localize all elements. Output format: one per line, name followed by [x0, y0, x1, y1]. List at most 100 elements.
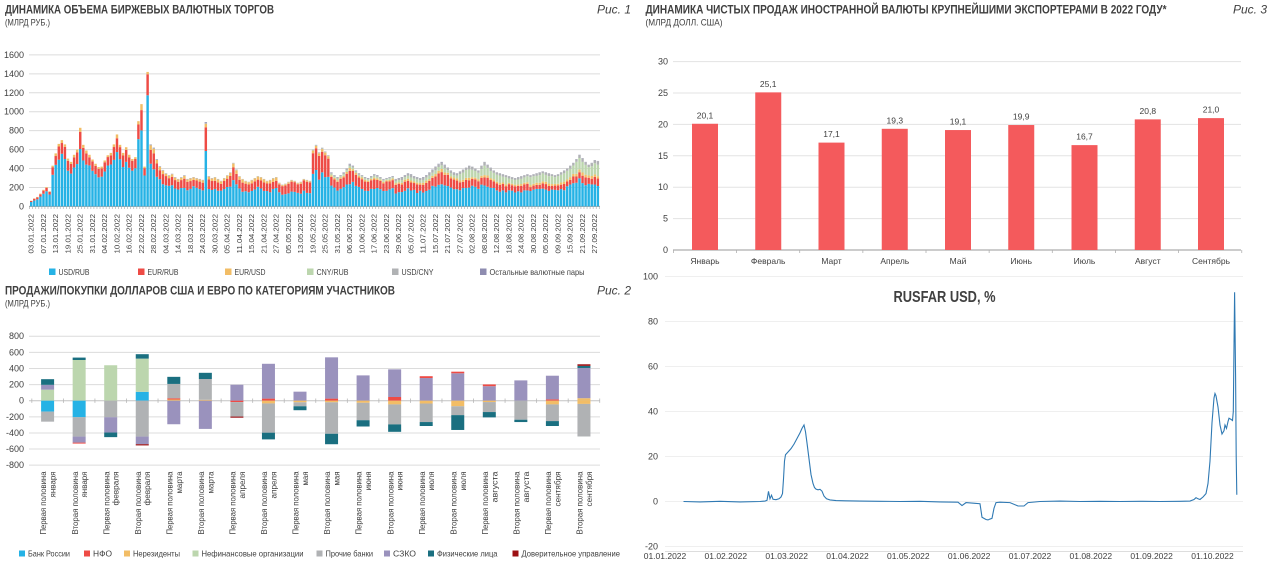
- svg-text:Май: Май: [950, 256, 967, 266]
- svg-text:400: 400: [9, 364, 24, 374]
- svg-text:04.03.2022: 04.03.2022: [161, 214, 170, 254]
- svg-text:18.08.2022: 18.08.2022: [504, 214, 513, 254]
- svg-text:15.07.2022: 15.07.2022: [431, 214, 440, 254]
- svg-text:21.04.2022: 21.04.2022: [259, 214, 268, 254]
- svg-text:USD/RUB: USD/RUB: [59, 267, 90, 277]
- svg-text:25,1: 25,1: [760, 79, 777, 89]
- svg-text:18.03.2022: 18.03.2022: [186, 214, 195, 254]
- svg-text:(МЛРД РУБ.): (МЛРД РУБ.): [5, 18, 50, 28]
- svg-text:20: 20: [658, 119, 668, 129]
- svg-text:06.06.2022: 06.06.2022: [345, 214, 354, 254]
- svg-text:01.03.2022: 01.03.2022: [765, 551, 808, 561]
- svg-text:01.04.2022: 01.04.2022: [826, 551, 869, 561]
- svg-text:Июль: Июль: [1074, 256, 1096, 266]
- svg-text:25.05.2022: 25.05.2022: [321, 214, 330, 254]
- svg-text:Февраль: Февраль: [751, 256, 786, 266]
- svg-text:10.06.2022: 10.06.2022: [357, 214, 366, 254]
- svg-text:-400: -400: [6, 428, 24, 438]
- svg-text:EUR/RUB: EUR/RUB: [148, 267, 179, 277]
- svg-text:февраля: февраля: [143, 472, 152, 506]
- svg-text:Август: Август: [1135, 256, 1161, 266]
- svg-text:Вторая половина: Вторая половина: [197, 471, 206, 535]
- svg-text:1400: 1400: [4, 69, 24, 79]
- svg-text:19,3: 19,3: [887, 115, 904, 125]
- svg-text:27.07.2022: 27.07.2022: [455, 214, 464, 254]
- svg-text:Первая половина: Первая половина: [292, 471, 301, 535]
- svg-text:01.02.2022: 01.02.2022: [705, 551, 748, 561]
- svg-text:80: 80: [648, 317, 658, 327]
- svg-text:1000: 1000: [4, 107, 24, 117]
- svg-text:02.08.2022: 02.08.2022: [468, 214, 477, 254]
- svg-text:Первая половина: Первая половина: [165, 471, 174, 535]
- svg-text:21.09.2022: 21.09.2022: [578, 214, 587, 254]
- svg-text:сентября: сентября: [553, 472, 562, 507]
- svg-text:ДИНАМИКА ОБЪЕМА БИРЖЕВЫХ ВАЛЮТ: ДИНАМИКА ОБЪЕМА БИРЖЕВЫХ ВАЛЮТНЫХ ТОРГОВ: [5, 5, 274, 17]
- svg-text:22.02.2022: 22.02.2022: [137, 214, 146, 254]
- svg-text:USD/CNY: USD/CNY: [402, 267, 434, 277]
- svg-text:августа: августа: [490, 471, 499, 503]
- svg-text:40: 40: [648, 407, 658, 417]
- svg-text:200: 200: [9, 380, 24, 390]
- svg-text:30.03.2022: 30.03.2022: [210, 214, 219, 254]
- svg-text:0: 0: [653, 497, 658, 507]
- svg-text:19,1: 19,1: [950, 117, 967, 127]
- svg-text:10: 10: [658, 182, 668, 192]
- svg-text:RUSFAR USD, %: RUSFAR USD, %: [894, 289, 996, 306]
- svg-text:января: января: [80, 472, 89, 498]
- svg-text:11.07.2022: 11.07.2022: [419, 214, 428, 254]
- svg-text:100: 100: [643, 272, 658, 282]
- svg-text:Вторая половина: Вторая половина: [134, 471, 143, 535]
- svg-text:09.09.2022: 09.09.2022: [553, 214, 562, 254]
- svg-text:800: 800: [9, 331, 24, 341]
- svg-text:19,9: 19,9: [1013, 112, 1030, 122]
- svg-text:20: 20: [648, 452, 658, 462]
- svg-text:июня: июня: [364, 472, 373, 491]
- svg-text:Вторая половина: Вторая половина: [323, 471, 332, 535]
- svg-text:(МЛРД ДОЛЛ. США): (МЛРД ДОЛЛ. США): [646, 18, 723, 28]
- svg-text:31.05.2022: 31.05.2022: [333, 214, 342, 254]
- svg-text:Вторая половина: Вторая половина: [71, 471, 80, 535]
- svg-text:24.08.2022: 24.08.2022: [517, 214, 526, 254]
- svg-text:19.05.2022: 19.05.2022: [308, 214, 317, 254]
- svg-text:01.07.2022: 01.07.2022: [1009, 551, 1052, 561]
- svg-text:01.09.2022: 01.09.2022: [1130, 551, 1173, 561]
- svg-text:Вторая половина: Вторая половина: [576, 471, 585, 535]
- svg-text:0: 0: [663, 245, 668, 255]
- svg-text:28.02.2022: 28.02.2022: [149, 214, 158, 254]
- svg-text:января: января: [49, 472, 58, 498]
- svg-text:Июнь: Июнь: [1010, 256, 1032, 266]
- svg-text:07.01.2022: 07.01.2022: [39, 214, 48, 254]
- svg-text:июня: июня: [396, 472, 405, 491]
- svg-text:05.04.2022: 05.04.2022: [223, 214, 232, 254]
- svg-text:01.06.2022: 01.06.2022: [948, 551, 991, 561]
- svg-text:11.04.2022: 11.04.2022: [235, 214, 244, 254]
- svg-text:21.07.2022: 21.07.2022: [443, 214, 452, 254]
- svg-text:800: 800: [9, 126, 24, 136]
- svg-text:0: 0: [19, 396, 24, 406]
- svg-text:Вторая половина: Вторая половина: [386, 471, 395, 535]
- svg-text:Рис. 1: Рис. 1: [597, 3, 631, 17]
- svg-text:Апрель: Апрель: [880, 256, 909, 266]
- svg-text:февраля: февраля: [112, 472, 121, 506]
- svg-text:31.01.2022: 31.01.2022: [88, 214, 97, 254]
- svg-text:19.01.2022: 19.01.2022: [63, 214, 72, 254]
- svg-text:ДИНАМИКА ЧИСТЫХ ПРОДАЖ ИНОСТРА: ДИНАМИКА ЧИСТЫХ ПРОДАЖ ИНОСТРАННОЙ ВАЛЮТ…: [646, 4, 1167, 17]
- svg-text:апреля: апреля: [238, 472, 247, 499]
- svg-text:Вторая половина: Вторая половина: [513, 471, 522, 535]
- svg-text:Первая половина: Первая половина: [418, 471, 427, 535]
- svg-text:30.08.2022: 30.08.2022: [529, 214, 538, 254]
- svg-text:Январь: Январь: [690, 256, 720, 266]
- svg-text:апреля: апреля: [269, 472, 278, 499]
- svg-text:16.02.2022: 16.02.2022: [125, 214, 134, 254]
- svg-text:Нерезиденты: Нерезиденты: [133, 549, 180, 559]
- svg-text:0: 0: [19, 201, 24, 211]
- svg-text:Первая половина: Первая половина: [229, 471, 238, 535]
- svg-text:05.05.2022: 05.05.2022: [284, 214, 293, 254]
- svg-text:01.08.2022: 01.08.2022: [1070, 551, 1113, 561]
- svg-text:14.03.2022: 14.03.2022: [174, 214, 183, 254]
- svg-text:Рис. 2: Рис. 2: [597, 284, 631, 298]
- svg-text:600: 600: [9, 347, 24, 357]
- svg-text:23.06.2022: 23.06.2022: [382, 214, 391, 254]
- svg-text:Вторая половина: Вторая половина: [260, 471, 269, 535]
- svg-text:03.01.2022: 03.01.2022: [27, 214, 36, 254]
